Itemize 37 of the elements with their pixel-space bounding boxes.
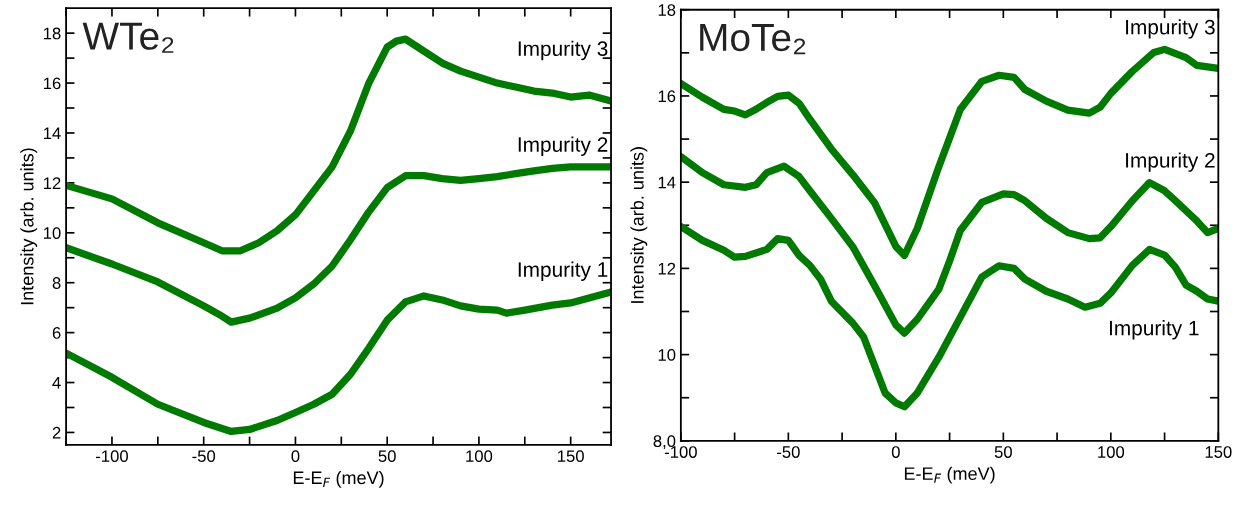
y-tick-label: 16 bbox=[43, 77, 61, 90]
chart-title: MoTe₂ bbox=[700, 24, 806, 55]
x-tick-label: -50 bbox=[777, 446, 800, 458]
x-tick-label: 100 bbox=[466, 450, 493, 463]
series-label: Impurity 3 bbox=[518, 40, 608, 61]
series-label: Impurity 2 bbox=[518, 136, 608, 156]
x-axis-title: E-E$_{F}$ (meV) bbox=[904, 466, 995, 484]
y-tick-label: 8 bbox=[52, 277, 61, 289]
chart-title: WTe₂ bbox=[82, 22, 174, 53]
y-tick-label: 4 bbox=[52, 377, 61, 389]
y-tick-label: 14 bbox=[658, 176, 676, 189]
y-tick-label: 6 bbox=[52, 327, 61, 339]
x-tick-label: 0 bbox=[291, 450, 300, 463]
x-tick-label: 50 bbox=[378, 450, 396, 463]
x-tick-label: 0 bbox=[891, 446, 900, 458]
series-label: Impurity 1 bbox=[518, 261, 608, 282]
y-tick-label: 14 bbox=[43, 127, 61, 140]
y-tick-label: 18 bbox=[658, 4, 676, 16]
y-tick-label: 10 bbox=[43, 227, 61, 239]
y-axis-title: Intensity (arb. units) bbox=[20, 148, 38, 305]
x-tick-label: -50 bbox=[192, 450, 216, 463]
x-tick-label: 100 bbox=[1098, 446, 1125, 458]
x-axis-title: E-E$_{F}$ (meV) bbox=[293, 470, 384, 488]
series-label: Impurity 3 bbox=[1126, 19, 1215, 39]
x-tick-label: -100 bbox=[96, 450, 128, 463]
y-tick-label: 12 bbox=[658, 262, 676, 275]
y-tick-label: 18 bbox=[43, 27, 61, 40]
y-tick-label: 2 bbox=[52, 426, 61, 439]
y-tick-label: 16 bbox=[658, 90, 676, 103]
y-axis-title: Intensity (arb. units) bbox=[630, 147, 648, 303]
y-tick-label: 10 bbox=[658, 349, 676, 361]
series-label: Impurity 1 bbox=[1109, 320, 1199, 340]
y-tick-label: 12 bbox=[43, 177, 61, 189]
x-tick-label: 150 bbox=[558, 450, 584, 463]
series-label: Impurity 2 bbox=[1126, 152, 1215, 172]
x-tick-label: 150 bbox=[1205, 446, 1232, 458]
x-tick-label: 50 bbox=[994, 446, 1012, 458]
